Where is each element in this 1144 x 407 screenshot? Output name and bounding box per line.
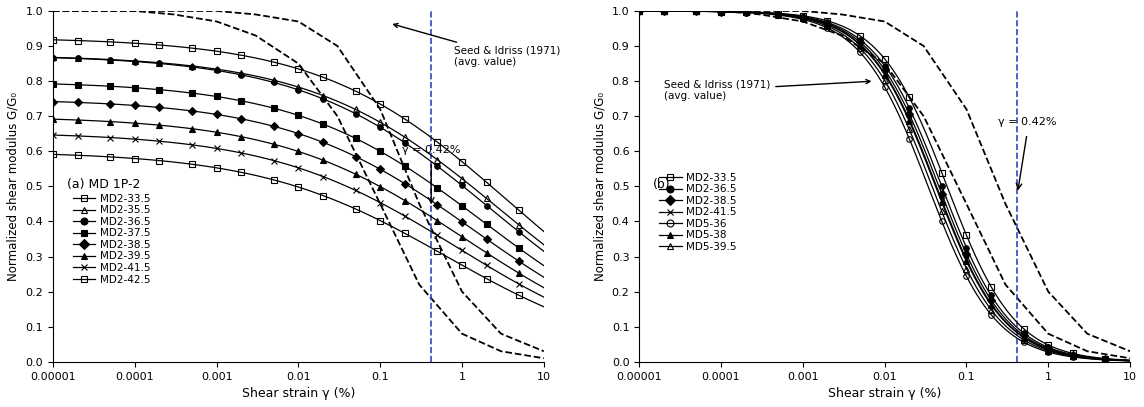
- Legend: MD2-33.5, MD2-35.5, MD2-36.5, MD2-37.5, MD2-38.5, MD2-39.5, MD2-41.5, MD2-42.5: MD2-33.5, MD2-35.5, MD2-36.5, MD2-37.5, …: [71, 192, 152, 287]
- Text: Seed & Idriss (1971)
(avg. value): Seed & Idriss (1971) (avg. value): [664, 79, 871, 101]
- Text: (a) MD 1P-2: (a) MD 1P-2: [66, 177, 140, 190]
- Text: (b): (b): [653, 177, 670, 190]
- Text: Seed & Idriss (1971)
(avg. value): Seed & Idriss (1971) (avg. value): [394, 24, 561, 67]
- X-axis label: Shear strain γ (%): Shear strain γ (%): [828, 387, 942, 400]
- Y-axis label: Normalized shear modulus G/G₀: Normalized shear modulus G/G₀: [7, 92, 19, 281]
- Text: γ = 0.42%: γ = 0.42%: [402, 145, 460, 155]
- X-axis label: Shear strain γ (%): Shear strain γ (%): [241, 387, 355, 400]
- Legend: MD2-33.5, MD2-36.5, MD2-38.5, MD2-41.5, MD5-36, MD5-38, MD5-39.5: MD2-33.5, MD2-36.5, MD2-38.5, MD2-41.5, …: [657, 171, 738, 254]
- Text: γ = 0.42%: γ = 0.42%: [998, 117, 1056, 127]
- Y-axis label: Normalized shear modulus G/G₀: Normalized shear modulus G/G₀: [594, 92, 606, 281]
